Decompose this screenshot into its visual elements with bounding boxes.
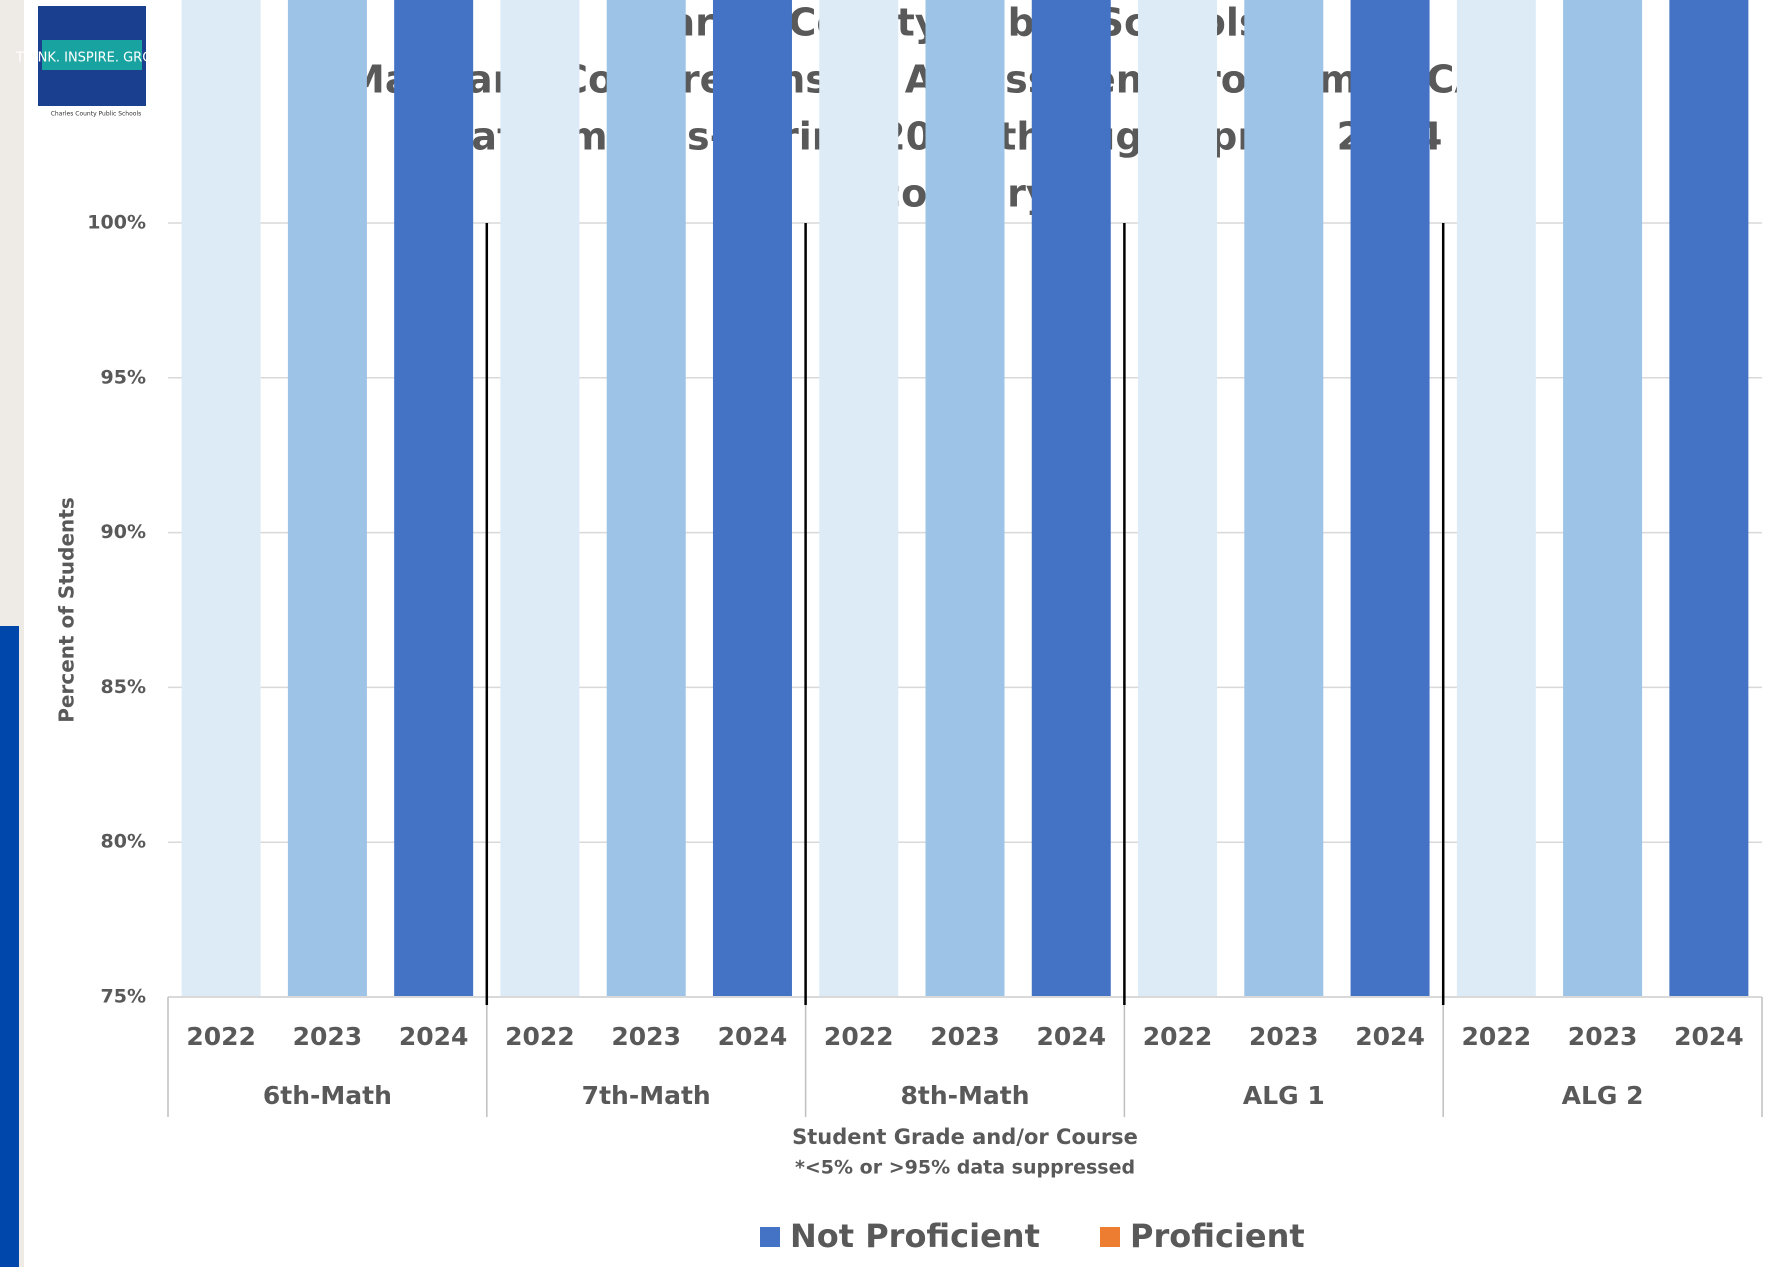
x-tick-label: 2023 [611,1022,681,1051]
x-tick-label: 2022 [824,1022,894,1051]
y-tick-label: 95% [101,366,146,388]
bar-segment [500,0,580,997]
x-tick-label: 2022 [186,1022,256,1051]
x-tick-label: 2024 [399,1022,469,1051]
bar-segment [712,0,792,997]
bar-segment [606,0,686,997]
group-label: ALG 1 [1243,1081,1325,1110]
logo-band [42,40,142,70]
x-tick-label: 2023 [1568,1022,1638,1051]
group-label: ALG 2 [1562,1081,1644,1110]
bar-segment [1138,0,1218,997]
bar-segment [1244,0,1324,998]
x-tick-label: 2022 [505,1022,575,1051]
legend-label: Proficient [1130,1217,1305,1255]
y-tick-label: 85% [101,676,146,698]
x-tick-label: 2022 [1143,1022,1213,1051]
x-tick-label: 2022 [1462,1022,1532,1051]
y-tick-label: 100% [87,212,146,234]
bar-segment [1031,0,1111,997]
legend-swatch [1100,1227,1120,1247]
x-tick-label: 2024 [1036,1022,1106,1051]
bar-segment [1669,0,1749,997]
bar-segment [925,0,1005,997]
y-axis-label: Percent of Students [55,497,79,722]
x-tick-label: 2023 [930,1022,1000,1051]
group-label: 8th-Math [900,1081,1029,1110]
y-tick-label: 80% [101,831,146,853]
logo-caption: Charles County Public Schools [51,111,142,118]
bar-segment [1563,0,1643,997]
bar-segment [394,0,474,997]
x-tick-label: 2024 [1674,1022,1744,1051]
note: *<5% or >95% data suppressed [795,1157,1135,1179]
legend-swatch [760,1227,780,1247]
x-tick-label: 2024 [1355,1022,1425,1051]
x-tick-label: 2024 [718,1022,788,1051]
bar-segment [287,0,367,997]
bar-segment [181,0,261,997]
logo-text: THINK. INSPIRE. GROW. [15,51,168,66]
group-label: 6th-Math [263,1081,392,1110]
bar-segment [1350,0,1430,998]
y-tick-label: 75% [101,986,146,1008]
x-axis-label: Student Grade and/or Course [792,1125,1138,1149]
bar-segment [819,0,899,997]
legend-label: Not Proficient [790,1217,1040,1255]
bar-segment [1456,0,1536,997]
group-label: 7th-Math [582,1081,711,1110]
y-tick-label: 90% [101,521,146,543]
x-tick-label: 2023 [293,1022,363,1051]
x-tick-label: 2023 [1249,1022,1319,1051]
side-bar [0,626,19,1267]
